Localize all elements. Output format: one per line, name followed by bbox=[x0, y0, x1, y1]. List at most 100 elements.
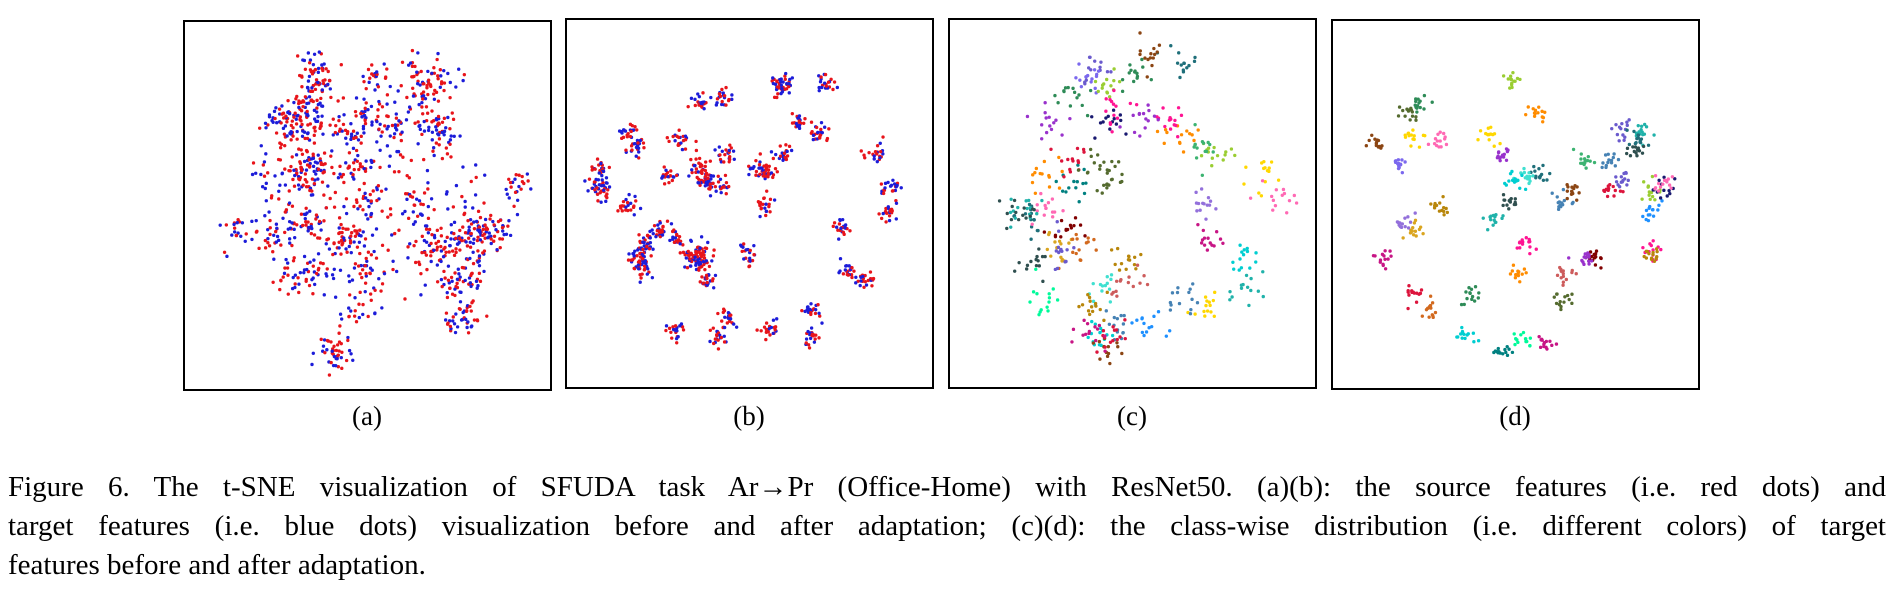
scattered-point bbox=[408, 242, 412, 246]
source-point bbox=[436, 99, 441, 103]
source-point bbox=[332, 344, 336, 348]
class-point bbox=[1611, 155, 1616, 160]
scattered-point bbox=[261, 163, 266, 167]
scattered-point bbox=[332, 267, 336, 271]
class-point bbox=[1619, 175, 1624, 179]
target-point bbox=[452, 134, 456, 138]
source-point bbox=[286, 292, 290, 296]
class-point bbox=[1395, 220, 1400, 224]
class-point bbox=[1074, 232, 1078, 237]
class-point bbox=[1082, 167, 1086, 172]
class-point bbox=[1239, 266, 1244, 270]
class-point bbox=[1041, 279, 1045, 284]
scattered-point bbox=[332, 205, 337, 209]
class-point bbox=[1178, 75, 1182, 80]
class-point bbox=[1414, 118, 1418, 122]
scattered-point bbox=[460, 194, 464, 199]
source-point bbox=[454, 236, 458, 241]
source-point bbox=[435, 245, 440, 249]
class-point bbox=[1022, 206, 1026, 210]
class-point bbox=[1139, 252, 1143, 257]
source-point bbox=[355, 200, 359, 205]
source-point bbox=[809, 131, 814, 135]
class-point bbox=[1625, 128, 1629, 132]
scattered-point bbox=[409, 158, 414, 163]
scattered-point bbox=[421, 97, 425, 101]
target-point bbox=[671, 237, 675, 241]
class-point bbox=[1073, 216, 1078, 220]
scattered-point bbox=[362, 131, 366, 135]
class-point bbox=[1211, 298, 1215, 303]
source-point bbox=[413, 64, 417, 69]
source-point bbox=[475, 319, 480, 323]
target-point bbox=[668, 238, 672, 243]
class-point bbox=[1078, 223, 1083, 227]
class-point bbox=[1654, 247, 1659, 251]
source-point bbox=[374, 256, 379, 260]
scattered-point bbox=[263, 186, 268, 191]
target-point bbox=[430, 71, 434, 75]
class-point bbox=[1285, 211, 1289, 215]
scattered-point bbox=[324, 272, 328, 276]
source-point bbox=[303, 95, 308, 99]
target-point bbox=[423, 96, 428, 101]
scattered-point bbox=[386, 215, 390, 219]
class-point bbox=[1525, 174, 1529, 178]
target-point bbox=[656, 223, 660, 227]
class-point bbox=[1033, 170, 1037, 175]
scattered-point bbox=[368, 292, 373, 296]
source-point bbox=[271, 250, 275, 254]
scattered-point bbox=[331, 117, 335, 121]
source-point bbox=[462, 266, 466, 270]
source-point bbox=[761, 202, 765, 206]
class-point bbox=[1661, 182, 1665, 186]
class-point bbox=[1191, 282, 1195, 286]
class-point bbox=[1111, 290, 1115, 295]
target-point bbox=[302, 270, 306, 275]
target-point bbox=[326, 82, 330, 87]
class-point bbox=[1579, 157, 1583, 161]
scatter-b bbox=[583, 71, 903, 351]
target-point bbox=[687, 174, 691, 178]
scattered-point bbox=[418, 123, 422, 128]
class-point bbox=[1633, 145, 1638, 149]
class-point bbox=[1512, 332, 1516, 336]
target-point bbox=[311, 351, 315, 355]
target-point bbox=[781, 158, 785, 162]
class-point bbox=[1559, 276, 1563, 280]
class-point bbox=[1114, 328, 1119, 332]
class-point bbox=[1074, 251, 1078, 256]
scattered-point bbox=[372, 249, 376, 254]
class-point bbox=[1241, 253, 1246, 257]
class-point bbox=[1626, 178, 1630, 183]
target-point bbox=[669, 222, 674, 226]
scattered-point bbox=[380, 105, 385, 109]
class-point bbox=[1152, 52, 1157, 57]
target-point bbox=[752, 243, 756, 248]
class-point bbox=[1127, 258, 1132, 262]
target-point bbox=[893, 188, 898, 193]
target-point bbox=[779, 80, 783, 84]
class-point bbox=[1656, 189, 1661, 193]
class-point bbox=[1410, 114, 1415, 118]
target-point bbox=[349, 352, 353, 356]
class-point bbox=[1100, 86, 1104, 90]
source-point bbox=[472, 226, 477, 231]
target-point bbox=[274, 240, 279, 244]
class-point bbox=[1100, 289, 1104, 293]
class-point bbox=[1420, 314, 1425, 318]
scattered-point bbox=[360, 275, 364, 280]
source-point bbox=[442, 269, 446, 274]
source-point bbox=[817, 336, 821, 340]
class-point bbox=[1048, 124, 1052, 128]
scattered-point bbox=[336, 99, 340, 103]
source-point bbox=[665, 219, 670, 223]
class-point bbox=[1103, 349, 1107, 353]
class-point bbox=[1569, 192, 1574, 196]
source-point bbox=[632, 266, 636, 271]
class-point bbox=[1155, 50, 1159, 54]
class-point bbox=[1614, 180, 1619, 184]
class-point bbox=[1206, 236, 1210, 240]
class-point bbox=[1662, 175, 1666, 179]
class-point bbox=[1092, 237, 1096, 242]
